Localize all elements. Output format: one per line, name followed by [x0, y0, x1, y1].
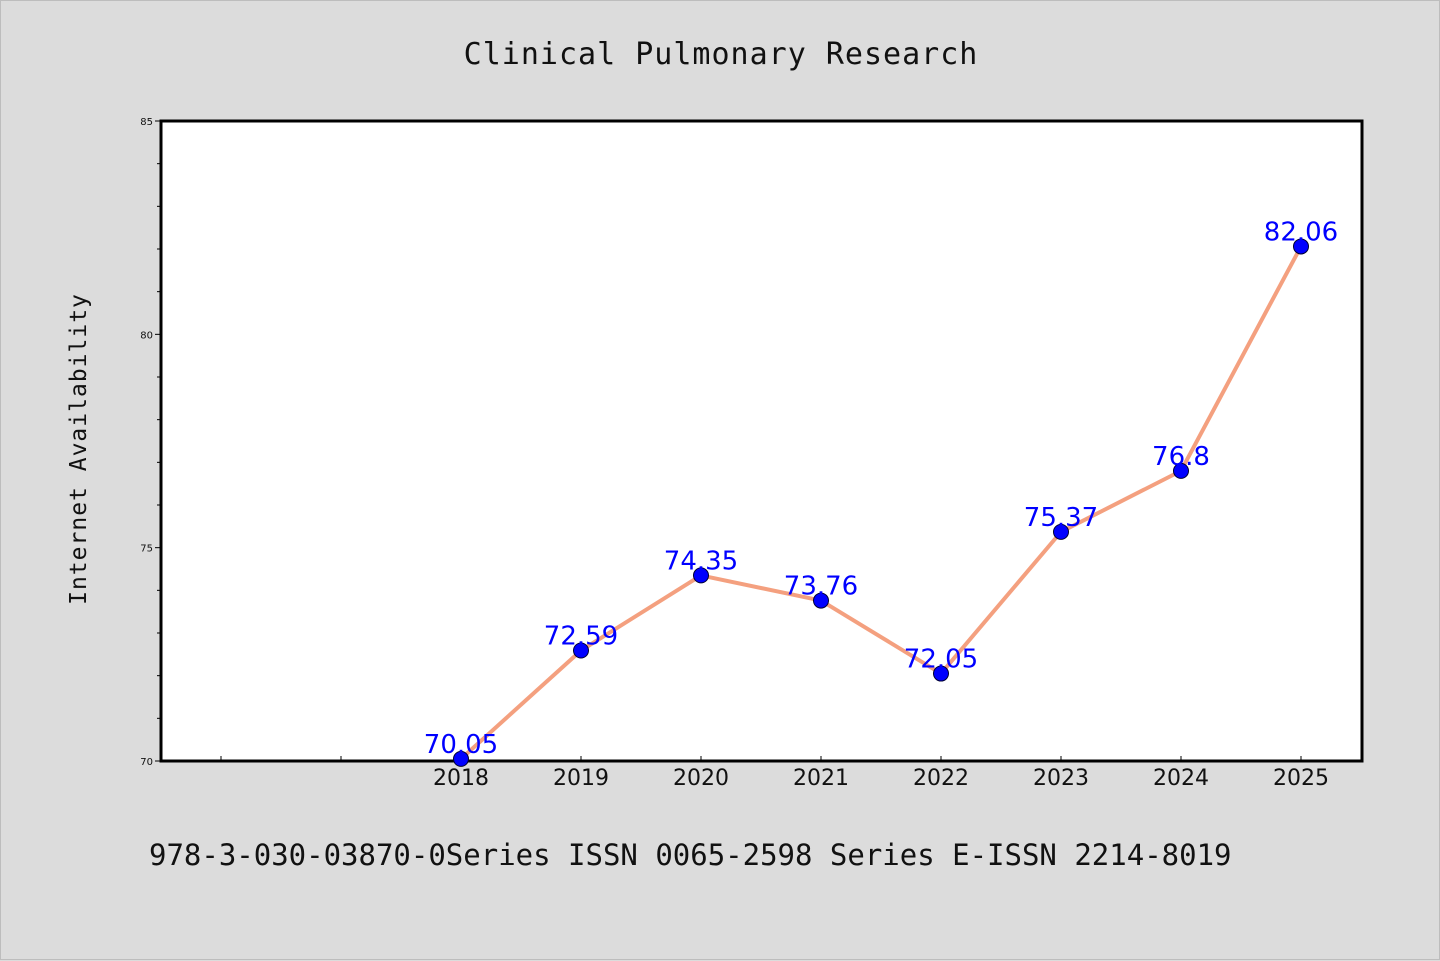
- x-tick-label: 2019: [553, 766, 609, 791]
- x-axis-ticks: 2018 2019 2020 2021 2022 2023 2024 2025: [220, 756, 1329, 791]
- y-axis-label: Internet Availability: [66, 293, 92, 605]
- footer-issn-text: 978-3-030-03870-0Series ISSN 0065-2598 S…: [149, 838, 1232, 872]
- y-axis-ticks: 70 75 80 85: [140, 117, 153, 768]
- data-point: [453, 750, 469, 767]
- y-tick-label: 80: [140, 330, 153, 341]
- data-point: [1053, 523, 1069, 540]
- chart-title: Clinical Pulmonary Research: [464, 37, 979, 72]
- data-label: 72.05: [904, 645, 978, 675]
- data-labels: 70.05 72.59 74.35 73.76 72.05 75.37 76.8 82.06: [424, 217, 1338, 759]
- data-label: 70.05: [424, 730, 498, 760]
- y-tick-label: 75: [140, 544, 153, 555]
- data-point: [1173, 462, 1189, 479]
- data-label: 72.59: [544, 621, 618, 651]
- data-point: [1293, 238, 1309, 255]
- series-line-group: [459, 244, 1303, 761]
- series-line: [459, 244, 1303, 761]
- data-label: 73.76: [784, 572, 858, 602]
- data-label: 75.37: [1024, 503, 1098, 533]
- plot-area: [159, 119, 1364, 763]
- y-tick-label: 70: [140, 757, 153, 768]
- x-tick-label: 2020: [673, 766, 729, 791]
- data-point: [573, 642, 589, 659]
- x-tick-label: 2018: [433, 766, 489, 791]
- data-point: [693, 567, 709, 584]
- data-point: [813, 592, 829, 609]
- series-markers: [453, 238, 1309, 767]
- y-tick-label: 85: [140, 117, 153, 128]
- x-tick-label: 2024: [1153, 766, 1209, 791]
- x-tick-label: 2023: [1033, 766, 1089, 791]
- y-minor-ticks: [155, 120, 161, 762]
- x-tick-label: 2022: [913, 766, 969, 791]
- data-point: [933, 665, 949, 682]
- x-tick-label: 2021: [793, 766, 849, 791]
- x-tick-label: 2025: [1273, 766, 1329, 791]
- data-label: 74.35: [664, 546, 738, 576]
- data-label: 82.06: [1264, 217, 1338, 247]
- data-label: 76.8: [1152, 442, 1210, 472]
